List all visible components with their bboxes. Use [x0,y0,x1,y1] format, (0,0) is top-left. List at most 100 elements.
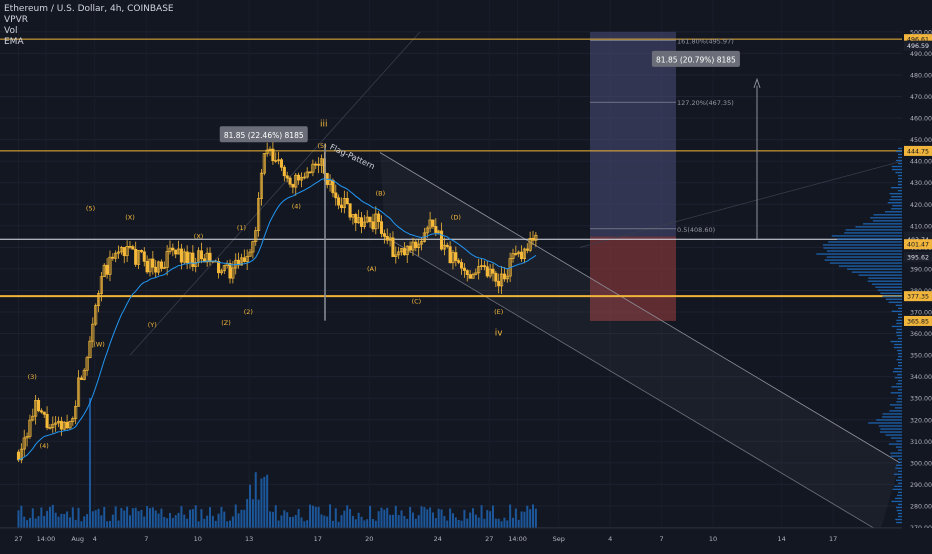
wave-label: (A) [367,265,377,273]
profile-bar [895,171,902,174]
indicator-vpvr[interactable]: VPVR [4,15,28,25]
measure-box-bg [651,50,740,67]
profile-bar [898,461,902,463]
candle-body [285,175,289,179]
candle-body [317,163,321,166]
profile-bar [828,241,902,243]
candle-body [359,217,364,227]
candle [468,269,472,279]
candle-body [16,451,21,461]
candle-body [348,203,352,218]
profile-bar [891,386,902,388]
volume-bar [360,516,363,528]
candle [139,249,143,254]
time-tick-label: 4 [608,535,612,543]
candle [414,238,418,252]
profile-bar [898,482,902,484]
volume-bar [283,510,286,528]
volume-bar [43,515,46,528]
profile-bar [816,253,902,255]
candle-body [311,163,315,173]
volume-bar [343,510,346,528]
volume-bar [177,512,180,528]
volume-bar [146,506,149,528]
volume-bar [494,518,497,528]
profile-bar [890,452,902,454]
candle [500,265,504,295]
candle [65,414,69,430]
symbol-title[interactable]: Ethereum / U.S. Dollar, 4h, COINBASE [4,4,174,14]
candle [397,246,401,259]
candle-body [74,405,78,419]
candle-body [488,268,492,277]
channel-upper-line [379,152,901,464]
candle [459,258,464,275]
candle-body [319,158,324,166]
price-tag-bg [904,251,932,262]
candle-body [114,252,118,259]
profile-bar [896,479,902,481]
candle-body [362,221,366,227]
candle [111,253,115,261]
candle [319,154,324,173]
candle-body [31,415,35,421]
candle [268,146,272,156]
profile-bar [896,319,902,322]
candle [16,449,21,463]
candle-body [419,241,424,245]
profile-bar [844,232,902,234]
volume-bar [314,506,317,528]
measure-box-bg [219,126,308,143]
profile-bar [898,389,902,391]
profile-bar [898,352,902,355]
candle [157,260,161,276]
volume-bar [411,512,414,528]
profile-bar [895,506,902,509]
candle [417,239,421,256]
candle-body [76,377,81,407]
candle-body [42,411,46,415]
volume-bar [397,515,400,528]
volume-bar [240,509,243,528]
indicator-ema[interactable]: EMA [4,37,24,47]
price-tick-label: 470.00 [910,94,932,101]
candle-body [511,253,515,259]
time-tick-label: Sep [553,535,565,543]
price-axis-tag: 496.59 [904,40,932,51]
profile-bar [897,349,902,352]
volume-bar [134,507,137,528]
candle [342,190,346,214]
indicator-vol[interactable]: Vol [4,26,18,36]
candle [59,416,63,436]
volume-bar [351,515,354,528]
candle [122,247,126,264]
measure-box-label: 81.85 (22.46%) 8185 [224,131,304,140]
volume-bars [17,398,537,528]
candle-body [454,252,458,261]
time-tick-label: 14 [778,535,786,543]
volume-bar [480,505,483,528]
volume-bar [323,515,326,528]
candle [79,375,83,380]
profile-bar [822,244,902,246]
candle-body [331,179,335,194]
profile-bar [892,205,902,207]
volume-bar [77,507,80,528]
candle-body [448,246,452,264]
volume-bar [286,512,289,528]
volume-bar [120,507,123,528]
candle-body [357,217,361,224]
candle-body [399,248,404,253]
profile-bar [895,467,902,469]
price-tick-label: 350.00 [910,353,932,360]
candle [302,172,306,180]
profile-bar [891,500,902,503]
price-tick-label: 360.00 [910,331,932,338]
volume-bar [400,510,403,528]
candle [522,247,526,264]
volume-bar [466,518,469,528]
candle [85,355,89,376]
candle [54,416,58,432]
